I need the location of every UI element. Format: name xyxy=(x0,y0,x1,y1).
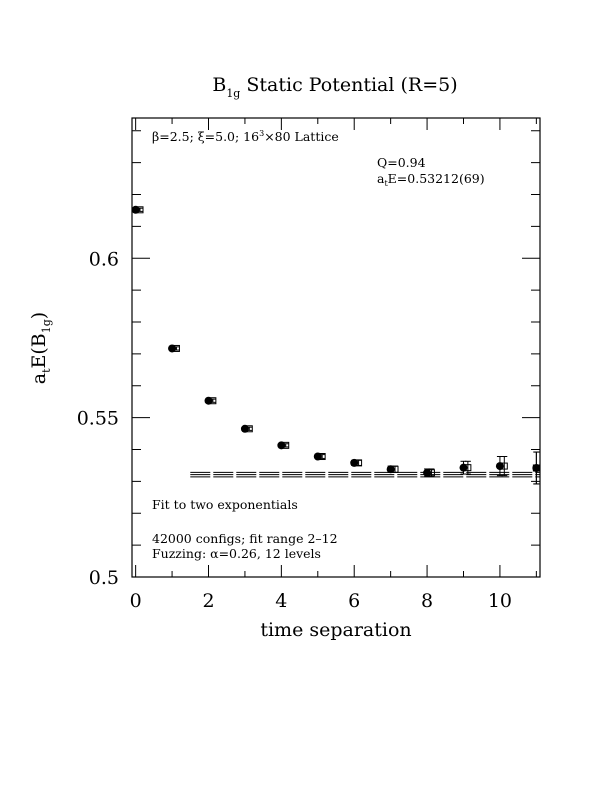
y-tick-label: 0.55 xyxy=(77,408,119,430)
x-axis-label: time separation xyxy=(260,619,411,641)
y-tick-label: 0.6 xyxy=(89,248,119,270)
axis-ticks: 0 2 4 6 8 10 0.5 0.55 0.6 xyxy=(77,118,540,612)
data-point-square xyxy=(500,462,508,470)
data-point-square xyxy=(172,344,180,352)
chart-title: B1g Static Potential (R=5) xyxy=(212,74,457,100)
data-point-square xyxy=(318,453,326,461)
data-point-circle xyxy=(386,465,395,474)
x-tick-label: 4 xyxy=(275,590,287,612)
data-point-circle xyxy=(495,462,504,471)
data-points xyxy=(131,205,541,485)
x-tick-label: 6 xyxy=(348,590,360,612)
x-tick-label: 8 xyxy=(421,590,433,612)
configs-annotation: 42000 configs; fit range 2–12 xyxy=(152,531,338,546)
x-tick-label: 10 xyxy=(488,590,512,612)
lattice-annotation: β=2.5; ξ=5.0; 163×80 Lattice xyxy=(152,129,339,144)
x-tick-label: 2 xyxy=(202,590,214,612)
fit-band xyxy=(190,471,540,478)
fuzzing-annotation: Fuzzing: α=0.26, 12 levels xyxy=(152,546,321,561)
y-tick-label: 0.5 xyxy=(89,567,119,589)
data-point-square xyxy=(532,464,540,472)
data-point-square xyxy=(355,459,363,467)
y-axis-label: atE(B1g) xyxy=(28,312,53,384)
energy-annotation: atE=0.53212(69) xyxy=(377,171,485,188)
data-point-circle xyxy=(423,468,432,477)
plot-frame xyxy=(131,117,541,578)
data-point-square xyxy=(282,441,290,449)
data-point-circle xyxy=(350,458,359,467)
data-point-square xyxy=(391,465,399,473)
x-tick-label: 0 xyxy=(130,590,142,612)
data-point-square xyxy=(136,206,144,214)
data-point-square xyxy=(209,397,217,405)
data-point-circle xyxy=(459,463,468,472)
data-point-square xyxy=(245,425,253,433)
data-point-square xyxy=(427,469,435,477)
fit-label: Fit to two exponentials xyxy=(152,497,298,512)
data-point-square xyxy=(464,464,472,472)
q-annotation: Q=0.94 xyxy=(377,155,426,170)
